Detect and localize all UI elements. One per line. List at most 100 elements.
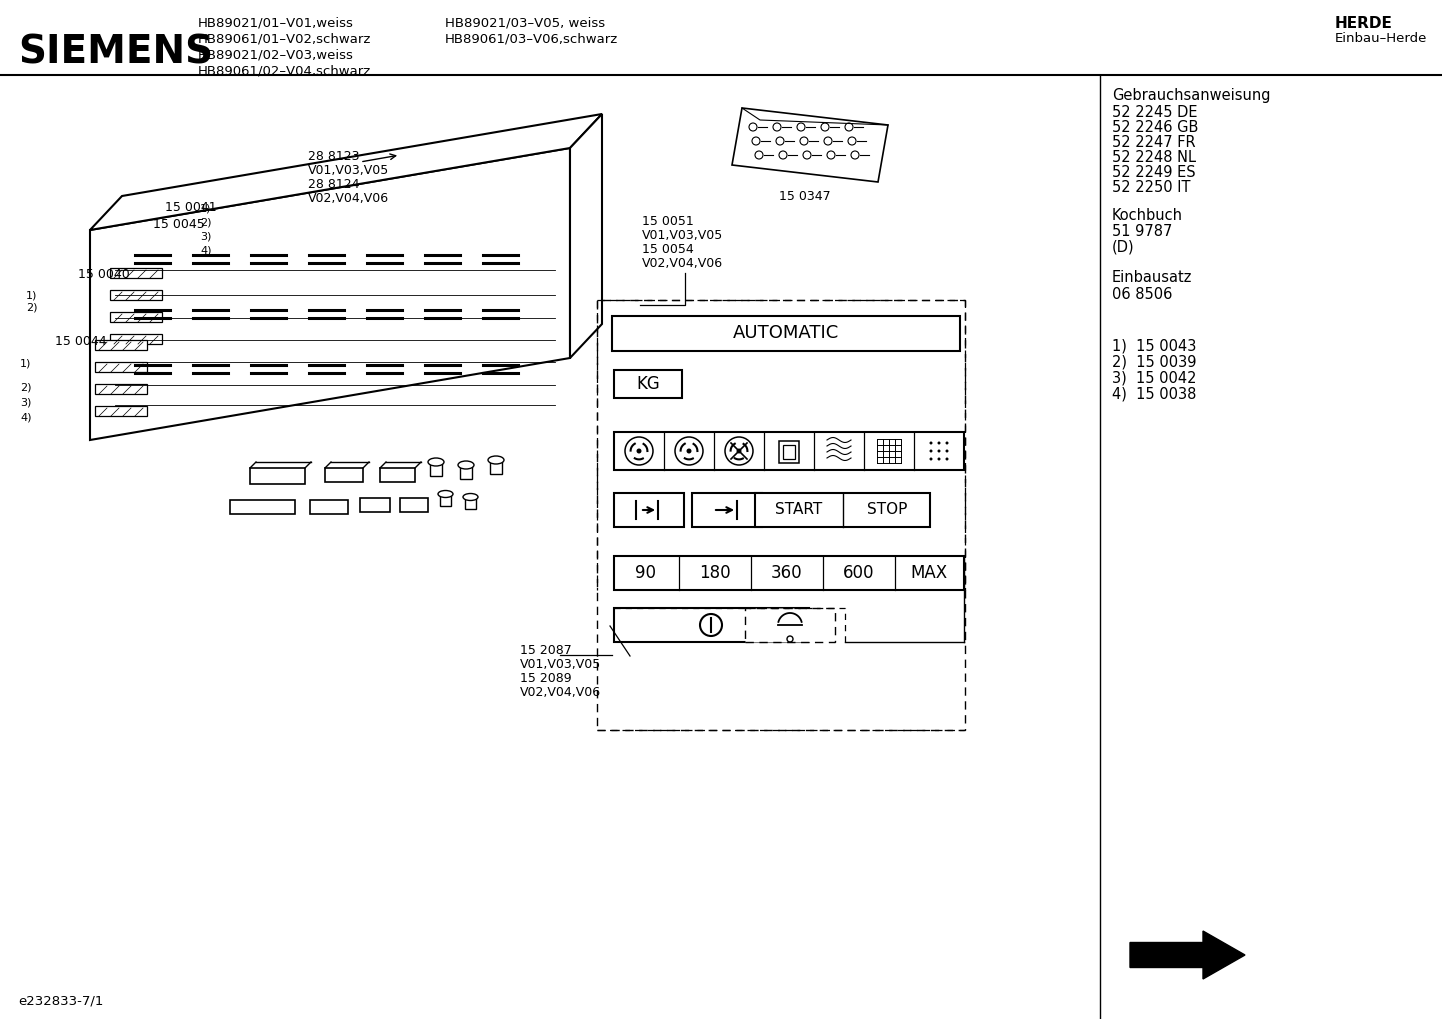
Text: 4): 4) [20, 412, 32, 422]
Text: V01,V03,V05: V01,V03,V05 [309, 164, 389, 177]
FancyArrow shape [1131, 931, 1244, 979]
Bar [440, 494, 451, 506]
Text: HB89021/03–V05, weiss: HB89021/03–V05, weiss [446, 16, 606, 29]
Text: HB89021/02–V03,weiss: HB89021/02–V03,weiss [198, 48, 353, 61]
Text: HERDE: HERDE [1335, 16, 1393, 31]
Text: V01,V03,V05: V01,V03,V05 [521, 658, 601, 671]
Circle shape [946, 449, 949, 452]
Text: 15 0347: 15 0347 [779, 190, 831, 203]
Text: V02,V04,V06: V02,V04,V06 [309, 192, 389, 205]
Bar [381, 468, 415, 482]
Text: 15 2087: 15 2087 [521, 644, 571, 657]
Text: 15 2089: 15 2089 [521, 672, 571, 685]
Text: 28 8123: 28 8123 [309, 150, 359, 163]
Bar [490, 460, 502, 474]
Bar [95, 406, 147, 416]
Text: 3): 3) [200, 231, 212, 242]
Text: 180: 180 [699, 564, 731, 582]
Bar [110, 312, 162, 322]
Bar [310, 500, 348, 514]
Text: 15 0051: 15 0051 [642, 215, 694, 228]
Text: 15 0040: 15 0040 [78, 268, 130, 281]
Bar [614, 556, 965, 590]
Bar [95, 362, 147, 372]
Bar [746, 608, 835, 642]
Ellipse shape [463, 493, 477, 500]
Text: KG: KG [636, 375, 660, 393]
Circle shape [946, 441, 949, 444]
Text: Einbausatz: Einbausatz [1112, 270, 1193, 285]
Text: AUTOMATIC: AUTOMATIC [733, 324, 839, 342]
Circle shape [930, 449, 933, 452]
Circle shape [930, 441, 933, 444]
Text: 06 8506: 06 8506 [1112, 287, 1172, 302]
Circle shape [937, 449, 940, 452]
Text: HB89061/02–V04,schwarz: HB89061/02–V04,schwarz [198, 64, 371, 77]
Text: 51 9787: 51 9787 [1112, 224, 1172, 239]
Ellipse shape [459, 461, 474, 469]
Bar [756, 493, 930, 527]
Bar [614, 493, 684, 527]
Text: Kochbuch: Kochbuch [1112, 208, 1182, 223]
Circle shape [737, 448, 741, 453]
Text: 15 0044: 15 0044 [55, 335, 107, 348]
Text: 4)  15 0038: 4) 15 0038 [1112, 386, 1197, 401]
Text: HB89061/03–V06,schwarz: HB89061/03–V06,schwarz [446, 32, 619, 45]
Bar [597, 300, 965, 730]
Text: 52 2246 GB: 52 2246 GB [1112, 120, 1198, 135]
Text: V02,V04,V06: V02,V04,V06 [521, 686, 601, 699]
Circle shape [636, 448, 642, 453]
Bar [464, 497, 476, 510]
Text: 2)  15 0039: 2) 15 0039 [1112, 354, 1197, 369]
Text: 52 2245 DE: 52 2245 DE [1112, 105, 1197, 120]
Text: MAX: MAX [910, 564, 947, 582]
Text: e232833-7/1: e232833-7/1 [17, 995, 104, 1008]
Text: 15 0041: 15 0041 [164, 201, 216, 214]
Text: 90: 90 [636, 564, 656, 582]
Text: 28 8124: 28 8124 [309, 178, 359, 191]
Bar [692, 493, 761, 527]
Bar [249, 468, 306, 484]
Bar [614, 432, 965, 470]
Ellipse shape [487, 455, 505, 464]
Bar [110, 268, 162, 278]
Text: 52 2248 NL: 52 2248 NL [1112, 150, 1195, 165]
Text: 52 2247 FR: 52 2247 FR [1112, 135, 1195, 150]
Ellipse shape [428, 458, 444, 466]
Bar [460, 465, 472, 479]
Text: START: START [776, 502, 822, 518]
Text: Einbau–Herde: Einbau–Herde [1335, 32, 1428, 45]
Bar [399, 498, 428, 512]
Text: 15 0054: 15 0054 [642, 243, 694, 256]
Bar [779, 441, 799, 463]
Bar [360, 498, 389, 512]
Text: 52 2249 ES: 52 2249 ES [1112, 165, 1195, 180]
Polygon shape [570, 114, 601, 358]
Text: HB89061/01–V02,schwarz: HB89061/01–V02,schwarz [198, 32, 372, 45]
Text: 1): 1) [20, 358, 32, 368]
Bar [324, 468, 363, 482]
Text: 360: 360 [771, 564, 803, 582]
Bar [783, 445, 795, 459]
Bar [95, 340, 147, 350]
Text: Gebrauchsanweisung: Gebrauchsanweisung [1112, 88, 1270, 103]
Text: 600: 600 [844, 564, 875, 582]
Text: STOP: STOP [867, 502, 907, 518]
Bar [614, 370, 682, 398]
Text: V02,V04,V06: V02,V04,V06 [642, 257, 722, 270]
Bar [430, 462, 443, 476]
Text: 2): 2) [26, 302, 37, 312]
Text: 1)  15 0043: 1) 15 0043 [1112, 338, 1197, 353]
Bar [95, 384, 147, 394]
Text: V01,V03,V05: V01,V03,V05 [642, 229, 724, 242]
Text: HB89021/01–V01,weiss: HB89021/01–V01,weiss [198, 16, 353, 29]
Bar [611, 316, 960, 351]
Text: 1): 1) [26, 290, 37, 300]
Polygon shape [89, 148, 570, 440]
Circle shape [937, 441, 940, 444]
Text: (D): (D) [1112, 239, 1135, 254]
Text: 2): 2) [200, 217, 212, 227]
Text: 15 0045: 15 0045 [153, 218, 205, 231]
Bar [231, 500, 296, 514]
Circle shape [686, 448, 692, 453]
